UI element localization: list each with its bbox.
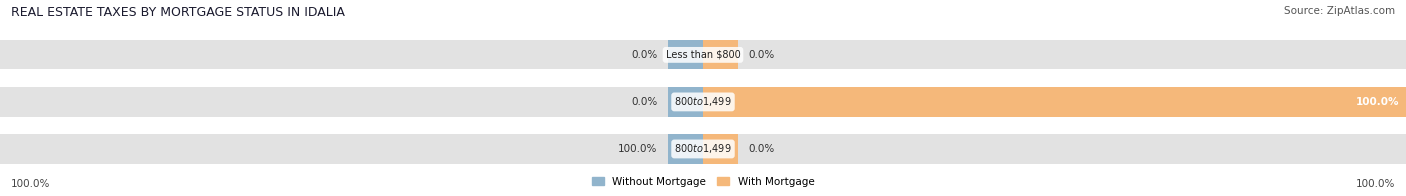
Text: 0.0%: 0.0% (749, 50, 775, 60)
Text: Less than $800: Less than $800 (665, 50, 741, 60)
Text: Source: ZipAtlas.com: Source: ZipAtlas.com (1284, 6, 1395, 16)
Text: 0.0%: 0.0% (749, 144, 775, 154)
Text: REAL ESTATE TAXES BY MORTGAGE STATUS IN IDALIA: REAL ESTATE TAXES BY MORTGAGE STATUS IN … (11, 6, 344, 19)
Bar (703, 134, 738, 163)
Bar (0, 134, 1406, 163)
Bar (668, 40, 703, 69)
Bar (668, 87, 703, 116)
Text: 100.0%: 100.0% (11, 179, 51, 189)
Text: 100.0%: 100.0% (1355, 97, 1399, 107)
Legend: Without Mortgage, With Mortgage: Without Mortgage, With Mortgage (588, 172, 818, 191)
Text: 0.0%: 0.0% (631, 97, 657, 107)
Bar (668, 134, 703, 163)
Bar (0, 87, 1406, 116)
Bar (703, 87, 1406, 116)
Text: 100.0%: 100.0% (1355, 179, 1395, 189)
Text: 0.0%: 0.0% (631, 50, 657, 60)
Text: $800 to $1,499: $800 to $1,499 (675, 142, 731, 155)
Text: $800 to $1,499: $800 to $1,499 (675, 95, 731, 108)
Text: 100.0%: 100.0% (617, 144, 657, 154)
Bar (0, 40, 1406, 69)
Bar (703, 40, 738, 69)
